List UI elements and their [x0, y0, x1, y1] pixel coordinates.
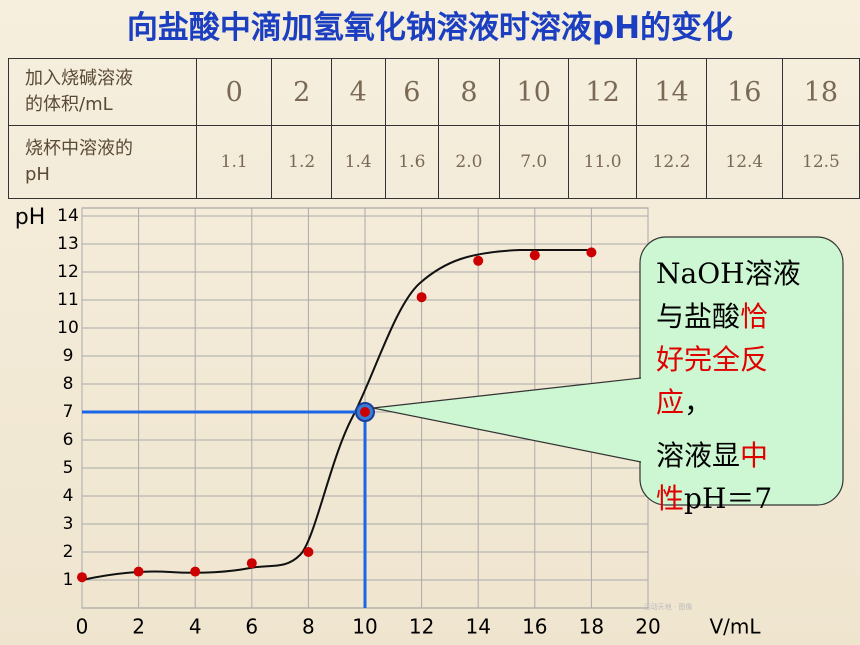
- callout-run: 与盐酸: [656, 300, 740, 333]
- y-tick-label: 11: [57, 290, 79, 310]
- callout-run: 好完全反: [656, 343, 768, 376]
- y-axis-label: pH: [15, 205, 46, 230]
- data-table: 加入烧碱溶液 的体积/mL 0 2 4 6 8 10 12 14 16 18 烧杯中溶液的 pH 1.1…: [8, 58, 860, 199]
- data-point: [303, 547, 314, 557]
- y-tick-label: 2: [63, 542, 74, 562]
- callout-line: 与盐酸恰: [656, 300, 768, 333]
- table-cell: 16: [705, 58, 783, 126]
- y-tick-label: 6: [63, 430, 74, 450]
- x-tick-label: 12: [409, 615, 434, 639]
- watermark: 活动天地 · 图像: [644, 602, 693, 611]
- x-tick-label: 0: [76, 615, 89, 639]
- x-tick-label: 8: [302, 615, 315, 639]
- callout-line: NaOH溶液: [656, 257, 801, 290]
- x-axis-label: V/mL: [709, 615, 761, 639]
- x-tick-label: 16: [522, 615, 547, 639]
- table-cell: 12.2: [636, 125, 707, 199]
- table-cell: 10: [498, 58, 569, 126]
- table-row: 烧杯中溶液的 pH 1.1 1.2 1.4 1.6 2.0 7.0 11.0 12.2 12.4 1…: [8, 125, 860, 199]
- callout-run: ，: [684, 386, 712, 419]
- data-point: [360, 407, 370, 417]
- y-tick-label: 8: [63, 374, 74, 394]
- x-tick-label: 18: [579, 615, 604, 639]
- y-tick-label: 7: [63, 402, 74, 422]
- title: 向盐酸中滴加氢氧化钠溶液时溶液pH的变化: [126, 10, 734, 46]
- table-cell: 2.0: [438, 125, 500, 199]
- data-point: [473, 255, 484, 266]
- row-header: 加入烧碱溶液 的体积/mL: [8, 58, 197, 126]
- y-tick-label: 3: [63, 514, 74, 534]
- callout-pointer: [373, 378, 641, 462]
- x-tick-label: 6: [245, 615, 258, 639]
- callout-line: 溶液显中: [656, 439, 768, 472]
- row-header: 烧杯中溶液的 pH: [8, 125, 197, 199]
- y-tick-label: 1: [63, 570, 74, 590]
- x-tick-label: 4: [189, 615, 202, 639]
- y-tick-label: 14: [57, 206, 79, 226]
- table-cell: 1.2: [271, 125, 332, 199]
- table-cell: 1.1: [195, 125, 273, 199]
- data-point: [529, 250, 540, 261]
- y-tick-label: 12: [57, 262, 79, 282]
- callout-line: 性pH＝7: [656, 482, 772, 515]
- x-tick-label: 14: [465, 615, 490, 639]
- callout-run: 应: [656, 386, 684, 419]
- table-cell: 14: [636, 58, 707, 126]
- x-tick-label: 10: [352, 615, 377, 639]
- data-point: [77, 572, 87, 583]
- data-point: [190, 566, 201, 577]
- y-tick-label: 9: [63, 346, 74, 366]
- data-point: [246, 558, 257, 569]
- data-point: [416, 292, 427, 303]
- table-cell: 18: [781, 58, 860, 126]
- table-cell: 12.5: [781, 125, 860, 199]
- x-tick-label: 2: [132, 615, 145, 639]
- y-tick-label: 10: [57, 318, 79, 338]
- table-row: 加入烧碱溶液 的体积/mL 0 2 4 6 8 10 12 14 16 18: [8, 58, 860, 126]
- table-cell: 6: [384, 58, 440, 126]
- callout-run: 性: [656, 482, 684, 515]
- callout-run: 溶液显: [656, 439, 740, 472]
- callout-run: NaOH溶液: [656, 257, 801, 290]
- y-tick-label: 13: [57, 234, 79, 254]
- y-tick-label: 5: [63, 458, 74, 478]
- callout-line: 好完全反: [656, 343, 768, 376]
- table-cell: 7.0: [498, 125, 569, 199]
- data-point: [586, 247, 597, 258]
- table-cell: 12.4: [705, 125, 783, 199]
- table-cell: 8: [438, 58, 500, 126]
- callout-run: pH＝7: [684, 482, 772, 515]
- callout-run: 恰: [740, 300, 768, 333]
- fit-curve: [81, 249, 590, 581]
- callout-run: 中: [740, 439, 768, 472]
- callout-pointer-edge: [372, 377, 642, 463]
- table-cell: 1.4: [330, 125, 386, 199]
- data-point: [133, 566, 144, 577]
- table-cell: 12: [567, 58, 638, 126]
- table-cell: 1.6: [384, 125, 440, 199]
- x-tick-label: 20: [635, 615, 660, 639]
- callout-box: [639, 236, 844, 506]
- callout-line: 应，: [656, 386, 712, 419]
- table-cell: 11.0: [567, 125, 638, 199]
- table-cell: 4: [330, 58, 386, 126]
- y-tick-label: 4: [63, 486, 74, 506]
